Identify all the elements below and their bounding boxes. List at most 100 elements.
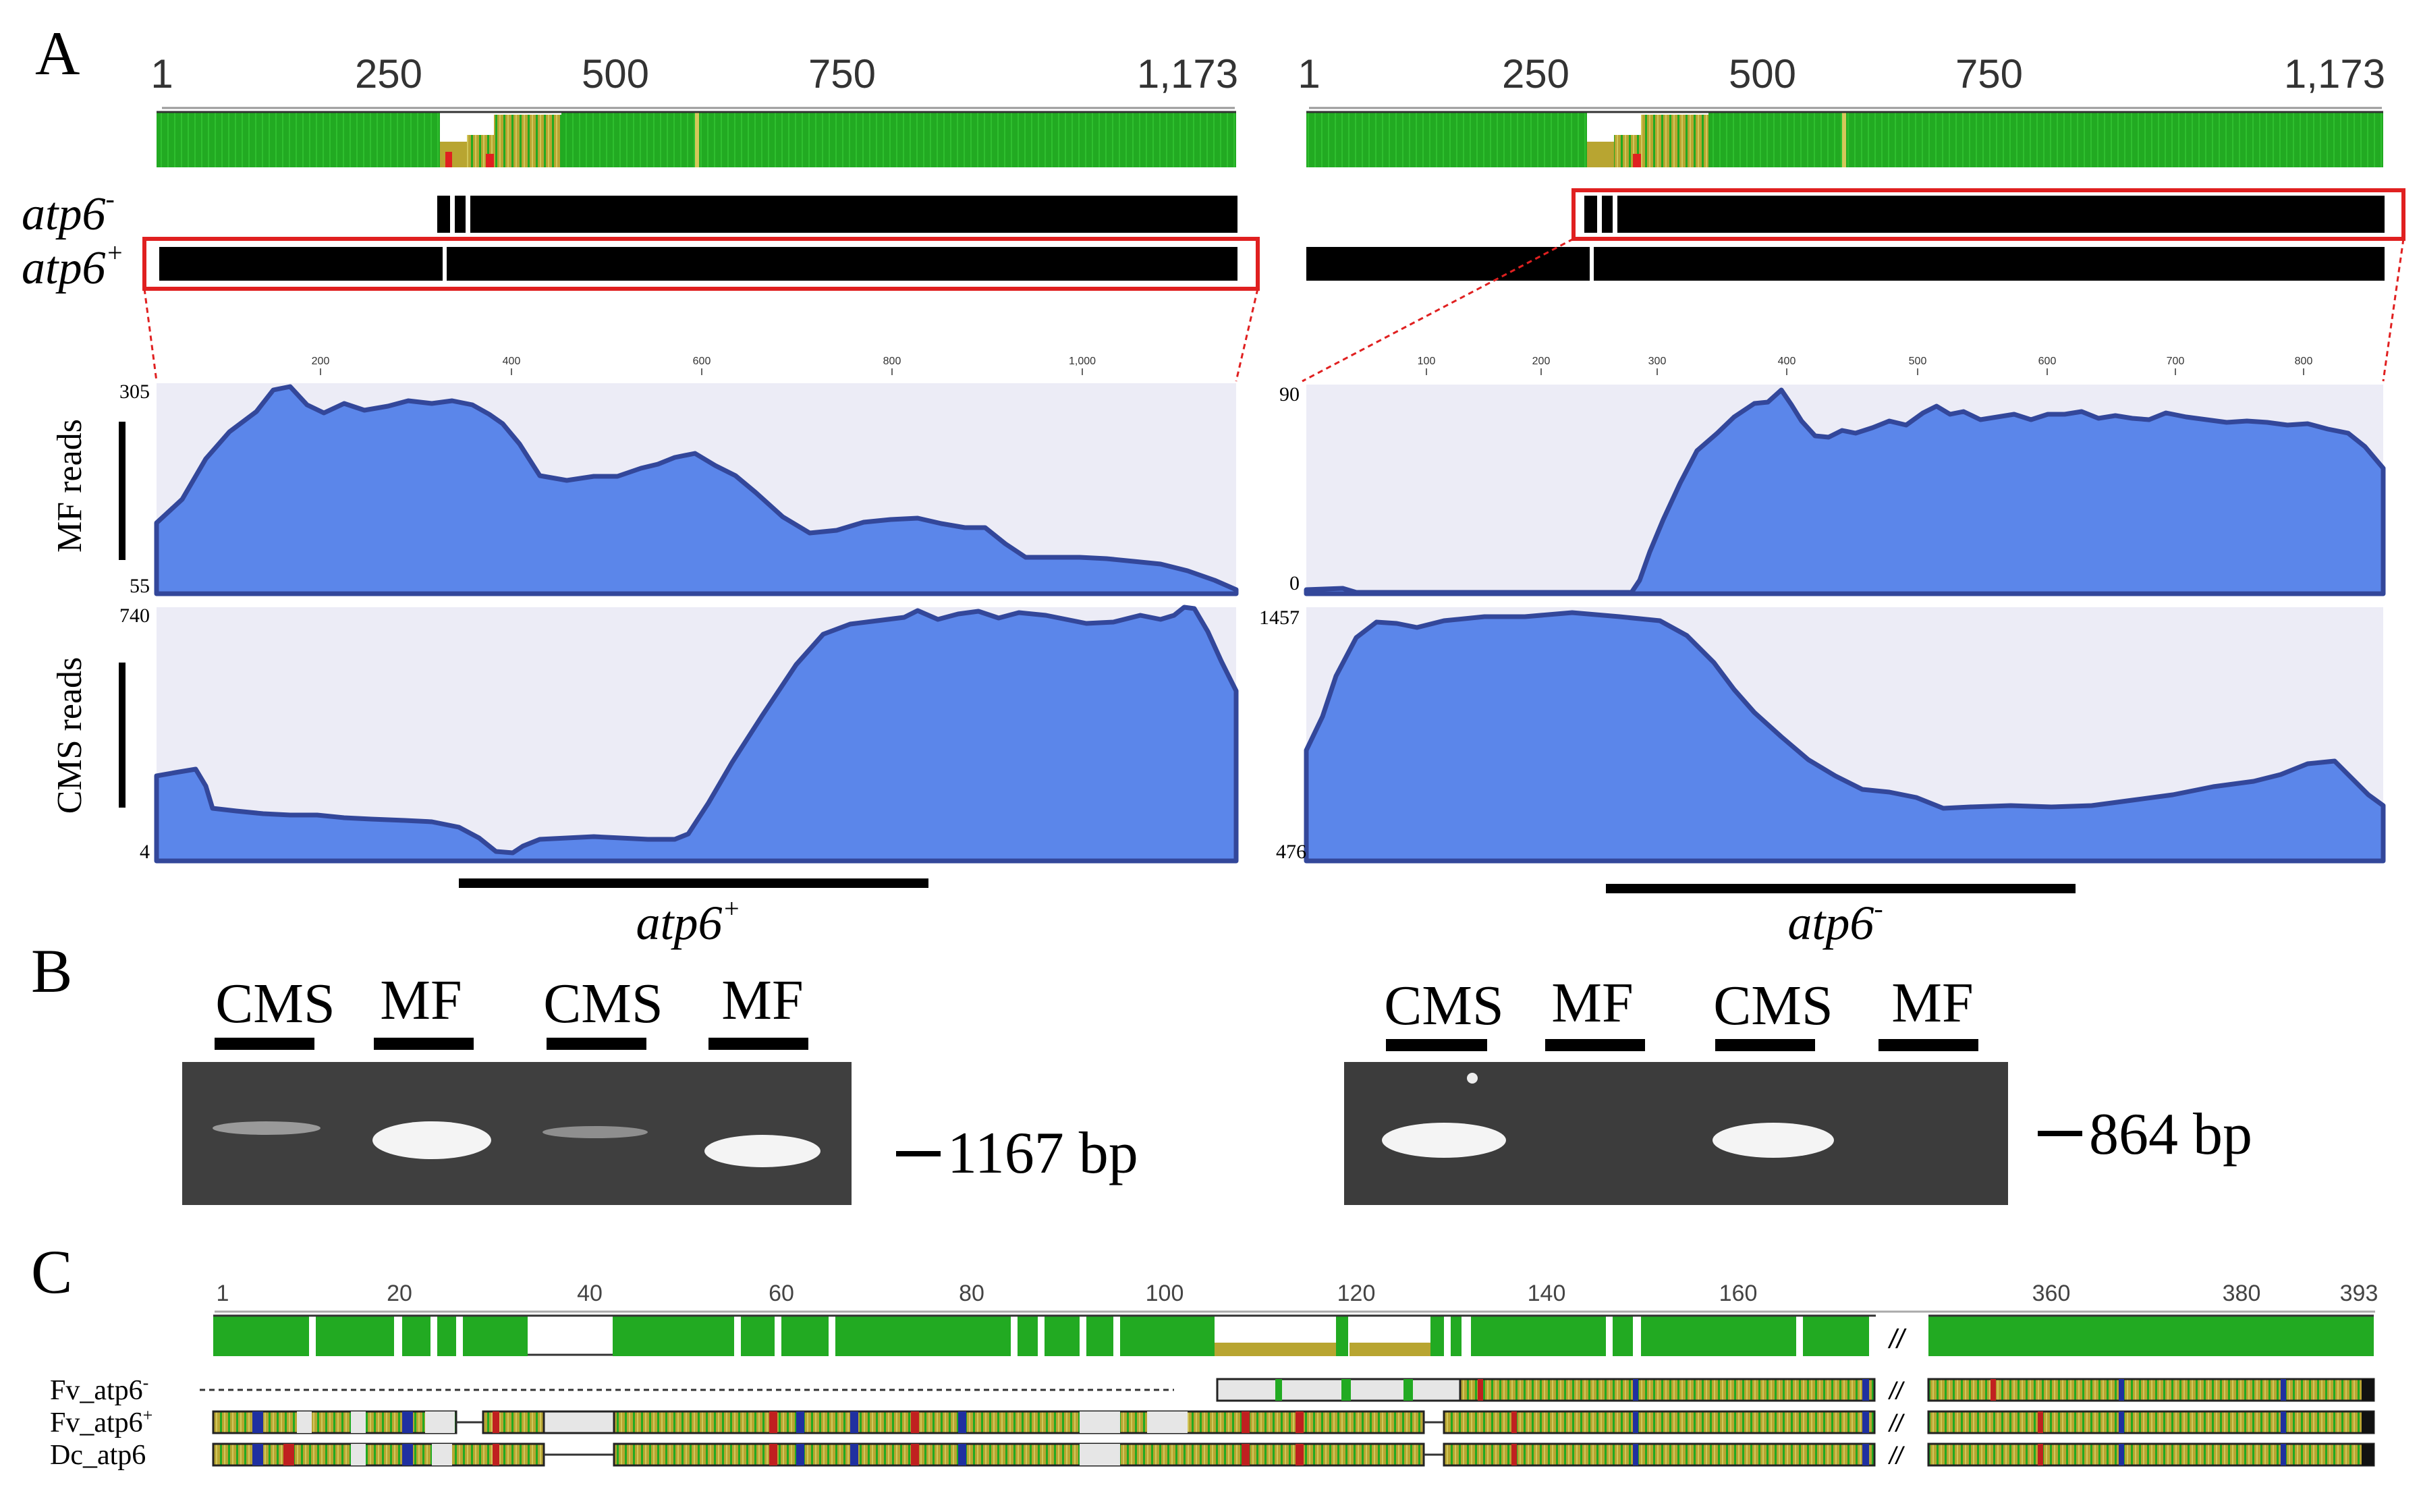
sequence-bar-atp6-plus-right (1306, 247, 2385, 281)
track-label-atp6-plus: atp6+ (22, 237, 123, 294)
gel-left-group: CMS MF CMS MF 1167 bp (182, 969, 1138, 1205)
gene-label-left: atp6+ (636, 893, 740, 950)
seq-label-dc-atp6: Dc_atp6 (50, 1440, 146, 1471)
mf-ymin-right: 0 (1289, 572, 1300, 594)
break-mark: // (1887, 1377, 1905, 1405)
mf-coverage-plot-left: 305 55 (119, 381, 1239, 597)
zoom-line (1235, 288, 1259, 382)
ruler-tick-label: 750 (1955, 51, 2023, 96)
alignment-row-dc-atp6: // (212, 1442, 2375, 1469)
highlight-box-left (142, 237, 1260, 291)
gel-band (372, 1121, 491, 1159)
alignment-tick: 60 (769, 1281, 794, 1306)
cms-coverage-area-left (154, 605, 1239, 864)
alignment-tick: 380 (2223, 1281, 2261, 1306)
break-mark: // (1887, 1442, 1905, 1469)
lane-bar (708, 1038, 808, 1050)
coverage-axis-tick: 200 (1532, 356, 1551, 367)
sequence-bar-atp6-plus-left (159, 247, 1237, 281)
lane-label: CMS (215, 972, 335, 1035)
ruler-tick-label: 250 (355, 51, 422, 96)
seq-label-fv-atp6-minus: Fv_atp6- (50, 1373, 148, 1406)
zoom-line (143, 288, 158, 382)
mf-reads-label: MF reads (51, 419, 89, 553)
track-label-atp6-minus: atp6- (22, 184, 115, 240)
cms-coverage-area-right (1304, 610, 2386, 864)
lane-bar (1879, 1039, 1978, 1051)
zoom-line (1302, 237, 1574, 383)
alignment-tick: 360 (2032, 1281, 2071, 1306)
coverage-axis-right: 100 200 300 400 500 600 700 800 (1418, 356, 2313, 375)
gel-band (704, 1135, 820, 1167)
ruler-tick-label: 500 (1729, 51, 1796, 96)
coverage-axis-tick: 500 (1909, 356, 1927, 367)
panel-label-b: B (31, 936, 72, 1005)
lane-bar (215, 1038, 314, 1050)
size-label-left: 1167 bp (947, 1121, 1138, 1186)
coverage-axis-tick: 100 (1418, 356, 1436, 367)
alignment-ruler: 1 20 40 60 80 100 120 140 160 360 380 39… (215, 1281, 2378, 1313)
seq-label-fv-atp6-plus: Fv_atp6+ (50, 1405, 152, 1438)
gel-right-group: CMS MF CMS MF 864 bp (1344, 972, 2252, 1205)
coverage-axis-tick: 200 (312, 356, 330, 367)
cms-ymax-left: 740 (119, 605, 150, 627)
break-mark: // (1887, 1324, 1907, 1354)
coverage-axis-tick: 400 (503, 356, 521, 367)
lane-label: MF (1891, 972, 1973, 1034)
lane-label: CMS (1384, 974, 1503, 1037)
ruler-right: 1 250 500 750 1,173 (1298, 51, 2385, 109)
alignment-tick: 160 (1719, 1281, 1758, 1306)
coverage-axis-tick: 700 (2167, 356, 2185, 367)
sequence-bar-atp6-minus-right (1584, 196, 2385, 233)
mf-ymin-left: 55 (130, 575, 150, 597)
lane-label: MF (380, 969, 462, 1032)
ruler-tick-label: 1,173 (1137, 51, 1238, 96)
cms-ymin-right: 476 (1276, 841, 1306, 863)
mf-ymax-right: 90 (1279, 383, 1300, 405)
gel-band (213, 1121, 321, 1135)
cms-coverage-plot-right: 1457 476 (1259, 607, 2386, 864)
ruler-tick-label: 250 (1502, 51, 1569, 96)
gel-band (1713, 1123, 1834, 1158)
alignment-tick: 40 (577, 1281, 603, 1306)
alignment-row-fv-atp6-minus: // (200, 1377, 2375, 1405)
coverage-axis-tick: 400 (1778, 356, 1796, 367)
gel-band (542, 1126, 648, 1138)
alignment-tick: 20 (387, 1281, 412, 1306)
lane-bar (374, 1038, 474, 1050)
panel-a-left: 1 250 500 750 1,173 atp6- atp6+ (22, 51, 1260, 950)
highlight-box-right (1571, 188, 2405, 241)
alignment-identity-track: // (213, 1314, 2374, 1356)
alignment-tick: 1 (217, 1281, 229, 1306)
alignment-tick: 140 (1528, 1281, 1566, 1306)
ruler-tick-label: 1 (1298, 51, 1320, 96)
panel-a-right: 1 250 500 750 1,173 (1259, 51, 2405, 950)
lane-bar (1715, 1039, 1815, 1051)
size-label-right: 864 bp (2089, 1102, 2252, 1167)
zoom-line (2382, 238, 2405, 382)
lane-bar (1545, 1039, 1645, 1051)
lane-label: MF (721, 969, 803, 1032)
mf-scale-bar (119, 422, 126, 560)
alignment-tick: 100 (1146, 1281, 1184, 1306)
coverage-axis-tick: 600 (693, 356, 711, 367)
gene-span-bar-right (1606, 884, 2076, 893)
alignment-row-fv-atp6-plus: // (212, 1409, 2375, 1437)
break-mark: // (1887, 1409, 1905, 1437)
alignment-tick: 80 (959, 1281, 984, 1306)
ruler-tick-label: 1,173 (2284, 51, 2385, 96)
coverage-axis-left: 200 400 600 800 1,000 (312, 356, 1096, 375)
mf-coverage-area-left (154, 384, 1239, 596)
coverage-axis-tick: 800 (883, 356, 901, 367)
cms-scale-bar (119, 663, 126, 808)
sequence-bar-atp6-minus-left (437, 196, 1237, 233)
coverage-axis-tick: 600 (2038, 356, 2057, 367)
ruler-left: 1 250 500 750 1,173 (150, 51, 1238, 109)
coverage-axis-tick: 800 (2295, 356, 2313, 367)
identity-track-left (157, 111, 1236, 167)
coverage-axis-tick: 300 (1648, 356, 1667, 367)
size-marker-dash (896, 1151, 941, 1156)
lane-bar (547, 1038, 646, 1050)
cms-coverage-plot-left: 740 4 (119, 605, 1239, 864)
